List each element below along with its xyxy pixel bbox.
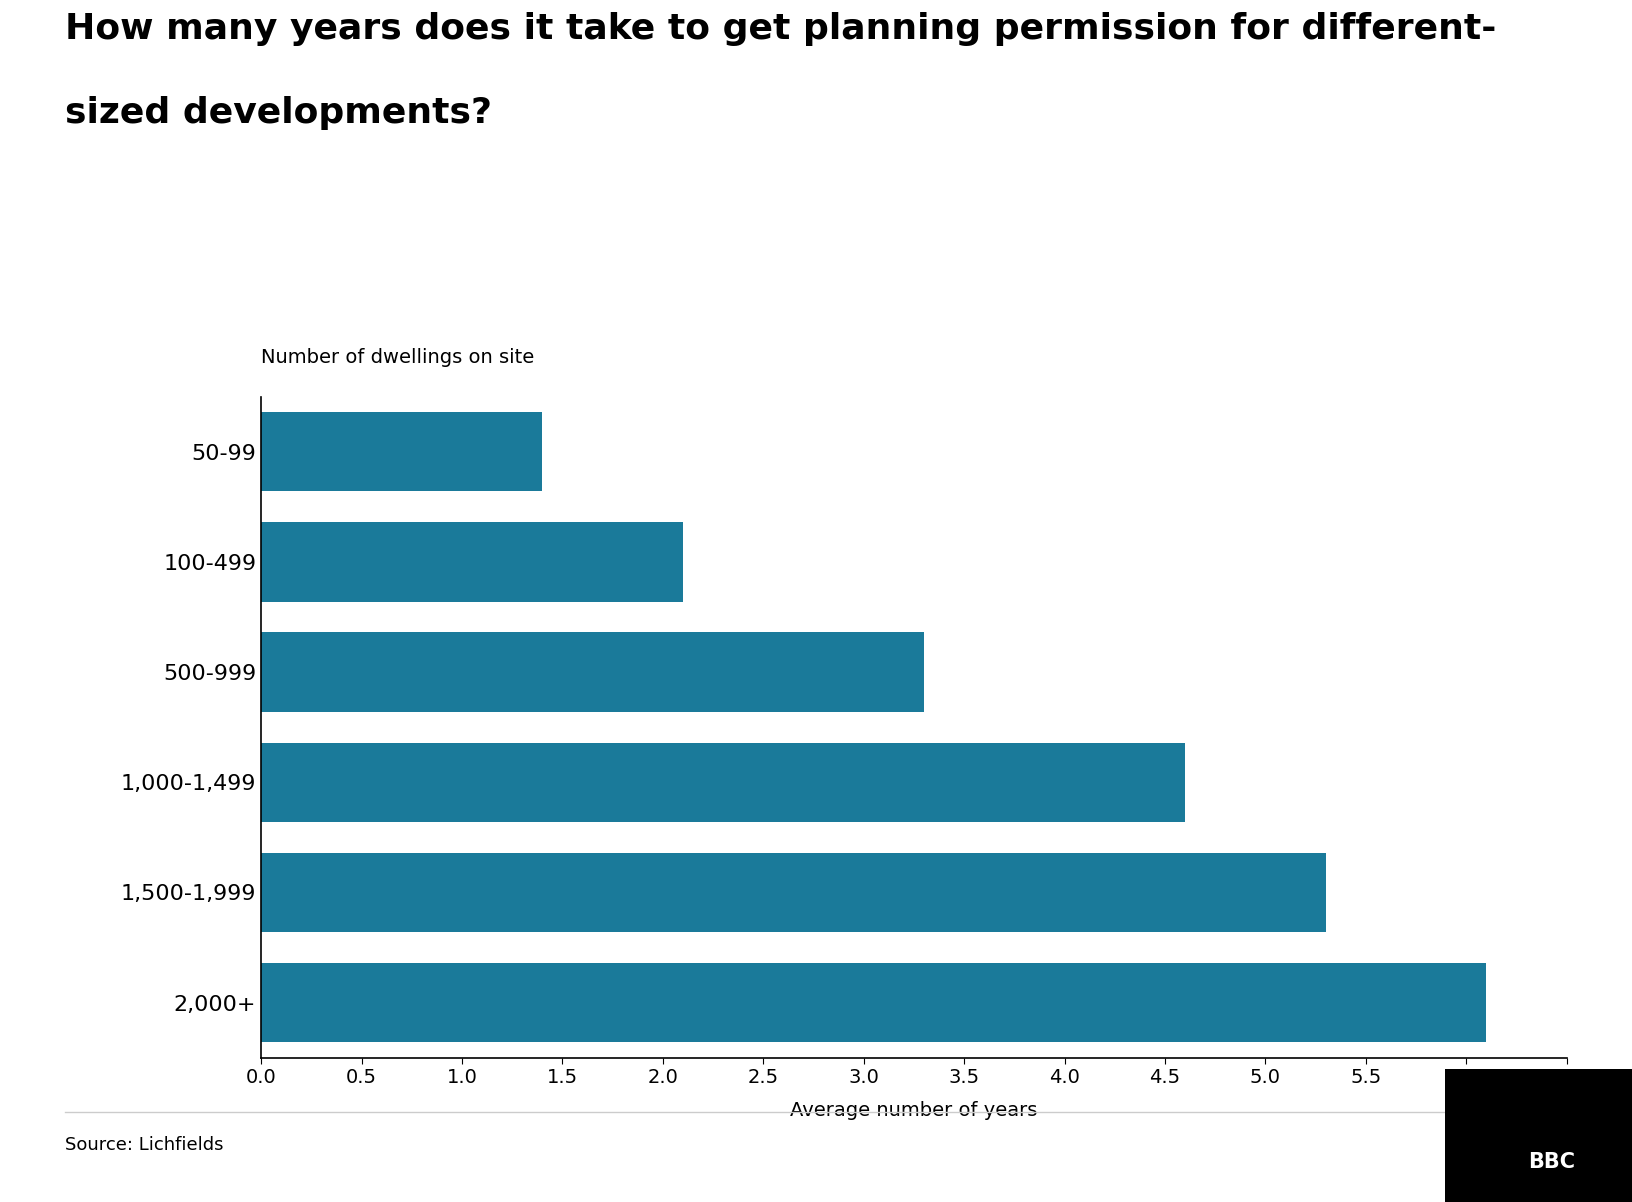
Bar <box>261 853 1325 933</box>
Text: How many years does it take to get planning permission for different-: How many years does it take to get plann… <box>65 12 1497 46</box>
Text: Source: Lichfields: Source: Lichfields <box>65 1136 224 1154</box>
Bar <box>261 632 924 712</box>
Bar <box>261 963 1487 1042</box>
Text: sized developments?: sized developments? <box>65 96 493 130</box>
Bar <box>261 522 682 601</box>
Bar <box>261 412 542 492</box>
X-axis label: Average number of years: Average number of years <box>790 1101 1038 1120</box>
Text: Number of dwellings on site: Number of dwellings on site <box>261 347 534 367</box>
Bar <box>261 743 1185 822</box>
Text: BBC: BBC <box>1528 1152 1575 1172</box>
